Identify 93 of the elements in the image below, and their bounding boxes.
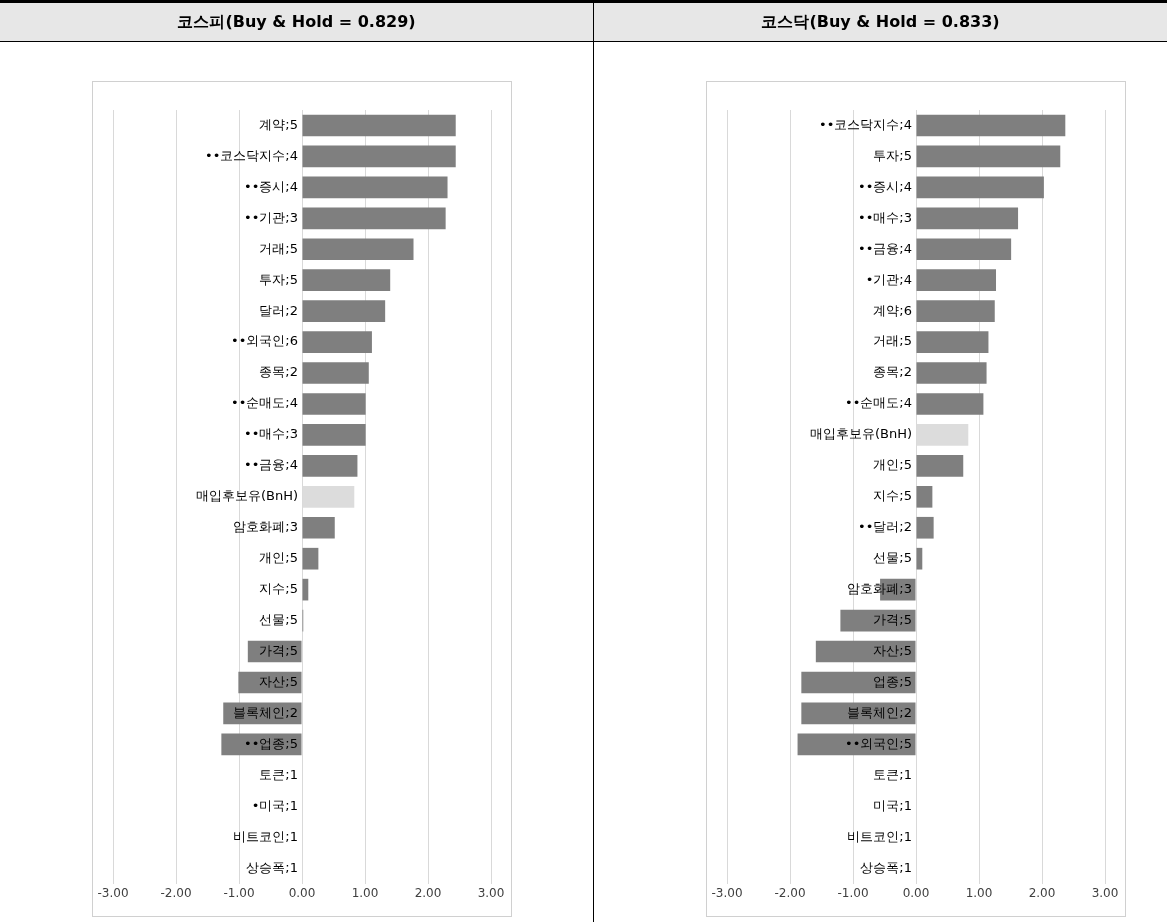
y-tick-label: 암호화폐;3 [847,581,912,597]
y-tick-label: 토큰;1 [259,766,298,782]
y-tick-label: ••증시;4 [858,178,912,194]
x-tick-label: 3.00 [1091,885,1119,900]
y-tick-label: ••코스닥지수;4 [819,116,912,132]
y-tick-label: 매입후보유(BnH) [809,426,912,442]
y-tick-label: 계약;6 [873,302,912,318]
bar [302,331,372,353]
y-tick-label: 암호화폐;3 [233,519,298,535]
y-tick-label: ••외국인;6 [231,333,298,349]
x-tick-label: -2.00 [774,885,806,900]
bar [302,207,446,230]
y-tick-label: 매입후보유(BnH) [195,488,298,504]
bar [302,238,414,261]
y-tick-label: ••기관;3 [244,209,298,225]
x-tick-label: -3.00 [97,885,129,900]
bar [916,455,964,477]
x-tick-label: -1.00 [837,885,869,900]
y-tick-label: ••순매도;4 [231,395,298,411]
bar [302,145,456,168]
y-tick-label: 지수;5 [259,581,298,597]
bar [916,485,933,508]
y-tick-label: 업종;5 [873,673,912,689]
y-tick-label: 개인;5 [873,457,912,473]
bar [916,114,1066,137]
bar [302,455,358,477]
y-tick-label: 선물;5 [873,550,912,566]
y-tick-label: 미국;1 [873,797,912,813]
y-tick-label: 블록체인;2 [847,704,912,720]
y-tick-label: 선물;5 [259,611,298,627]
x-tick-label: 0.00 [902,885,930,900]
y-tick-label: •기관;4 [865,271,912,287]
x-tick-label: 3.00 [477,885,505,900]
y-tick-label: 거래;5 [873,333,912,349]
x-tick-label: -2.00 [160,885,192,900]
y-tick-label: 블록체인;2 [233,704,298,720]
y-tick-label: 달러;2 [259,302,298,318]
x-tick-label: -3.00 [711,885,743,900]
y-tick-label: ••매수;3 [244,426,298,442]
bar [302,269,391,292]
y-tick-label: •미국;1 [251,797,298,813]
bar [302,300,386,322]
y-tick-label: ••매수;3 [858,209,912,225]
bar [302,114,456,137]
chart-title: 코스닥(Buy & Hold = 0.833) [594,3,1167,42]
y-tick-label: ••업종;5 [244,735,298,751]
bar [916,393,984,415]
bar [916,176,1044,199]
bar [916,238,1012,261]
bar [302,516,335,539]
y-tick-label: 지수;5 [873,488,912,504]
bar [916,145,1061,168]
y-tick-label: 종목;2 [873,364,912,380]
bar [916,269,997,292]
y-tick-label: ••금융;4 [244,457,298,473]
y-tick-label: 비트코인;1 [847,828,912,844]
y-tick-label: ••달러;2 [858,519,912,535]
y-tick-label: ••외국인;5 [845,735,912,751]
y-tick-label: ••증시;4 [244,178,298,194]
y-tick-label: 계약;5 [259,116,298,132]
y-tick-label: 상승폭;1 [246,859,298,875]
bar [916,300,995,322]
bar [916,362,987,384]
x-tick-label: 1.00 [351,885,379,900]
y-tick-label: ••코스닥지수;4 [205,147,298,163]
y-tick-label: ••순매도;4 [845,395,912,411]
y-tick-label: 토큰;1 [873,766,912,782]
x-tick-label: 2.00 [1028,885,1056,900]
y-tick-label: ••금융;4 [858,240,912,256]
y-tick-label: 가격;5 [259,642,298,658]
bar [916,207,1019,230]
bar [302,547,319,570]
y-tick-label: 거래;5 [259,240,298,256]
y-tick-label: 투자;5 [873,147,912,163]
y-tick-label: 개인;5 [259,550,298,566]
bar [302,176,448,199]
bar [302,362,369,384]
y-tick-label: 상승폭;1 [860,859,912,875]
y-tick-label: 자산;5 [873,642,912,658]
bar [302,424,366,446]
bar [916,516,934,539]
y-tick-label: 투자;5 [259,271,298,287]
x-tick-label: 1.00 [965,885,993,900]
y-tick-label: 비트코인;1 [233,828,298,844]
x-tick-label: 2.00 [414,885,442,900]
chart-title: 코스피(Buy & Hold = 0.829) [0,3,593,42]
x-tick-label: -1.00 [223,885,255,900]
x-tick-label: 0.00 [288,885,316,900]
bar [302,393,366,415]
y-tick-label: 자산;5 [259,673,298,689]
y-tick-label: 종목;2 [259,364,298,380]
bar [916,331,989,353]
y-tick-label: 가격;5 [873,611,912,627]
